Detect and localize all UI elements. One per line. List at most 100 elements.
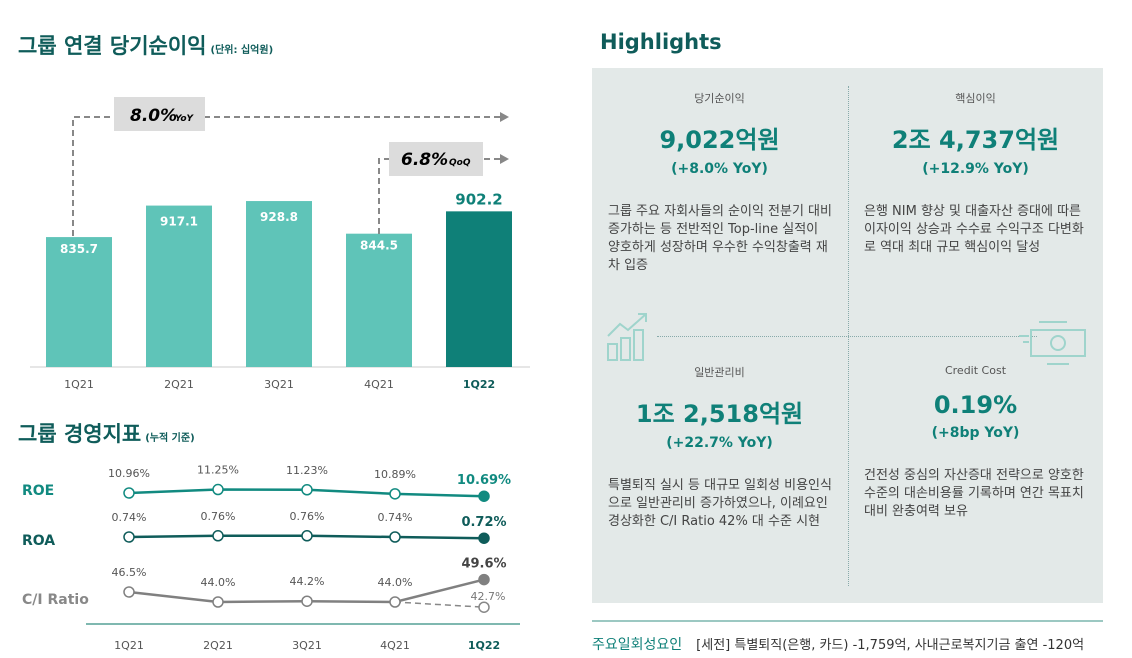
x-tick-label: 4Q21 xyxy=(380,639,410,652)
qoq-badge xyxy=(389,142,483,176)
footer-text: [세전] 특별퇴직(은행, 카드) -1,759억, 사내근로복지기금 출연 -… xyxy=(696,638,1085,653)
bar-value-label: 835.7 xyxy=(60,242,98,256)
highlight-card: 일반관리비 1조 2,518억원 (+22.7% YoY) 특별퇴직 실시 등 대규모… xyxy=(592,364,847,531)
data-point xyxy=(301,530,313,542)
data-label: 46.5% xyxy=(112,566,147,579)
bar xyxy=(346,233,412,367)
kpi-title: 그룹 경영지표 (누적 기준) xyxy=(18,418,195,448)
data-label: 44.0% xyxy=(378,576,413,589)
data-label: 0.76% xyxy=(290,510,325,523)
arrow-head xyxy=(500,154,509,164)
footer-label: 주요일회성요인 xyxy=(592,637,683,653)
data-point xyxy=(301,595,313,607)
x-tick-label: 1Q21 xyxy=(114,639,144,652)
highlight-label: 당기순이익 xyxy=(694,92,745,105)
bar-value-label: 928.8 xyxy=(260,210,298,224)
arrow-head xyxy=(500,112,509,122)
growth-chart-icon xyxy=(607,313,647,361)
data-label: 10.69% xyxy=(457,473,511,488)
highlight-change: (+22.7% YoY) xyxy=(666,435,773,451)
adjusted-label: 42.7% xyxy=(471,590,506,603)
highlight-desc: 그룹 주요 자회사들의 순이익 전분기 대비 증가하는 등 전반적인 Top-l… xyxy=(608,204,832,273)
highlights-panel: 당기순이익 9,022억원 (+8.0% YoY) 그룹 주요 자회사들의 순이익 전… xyxy=(592,68,1103,603)
series-label: C/I Ratio xyxy=(22,592,89,608)
money-icon xyxy=(1019,321,1086,365)
bar-value-label: 917.1 xyxy=(160,215,198,229)
yoy-arrow-line xyxy=(72,116,500,236)
x-tick-label: 3Q21 xyxy=(292,639,322,652)
highlight-change: (+8bp YoY) xyxy=(931,425,1020,441)
data-label: 10.89% xyxy=(374,468,416,481)
data-label: 0.74% xyxy=(112,511,147,524)
highlight-label: Credit Cost xyxy=(944,364,1007,377)
data-label: 0.76% xyxy=(201,510,236,523)
x-tick-label: 3Q21 xyxy=(264,378,294,391)
bar-value-label: 844.5 xyxy=(360,239,398,253)
highlight-card: 당기순이익 9,022억원 (+8.0% YoY) 그룹 주요 자회사들의 순이익 전… xyxy=(592,90,847,275)
data-label: 44.2% xyxy=(290,575,325,588)
highlight-value: 1조 2,518억원 xyxy=(635,400,804,428)
x-tick-label: 1Q22 xyxy=(468,639,500,652)
data-point xyxy=(478,532,490,544)
highlight-change: (+8.0% YoY) xyxy=(671,161,768,177)
qoq-value: 6.8% xyxy=(401,150,448,170)
series-label: ROE xyxy=(22,483,54,499)
bar xyxy=(146,205,212,367)
highlight-desc: 특별퇴직 실시 등 대규모 일회성 비용인식으로 일반관리비 증가하였으나, 이… xyxy=(608,478,832,529)
x-tick-label: 1Q22 xyxy=(463,378,495,391)
title-text: 그룹 연결 당기순이익 xyxy=(18,34,207,58)
unit-label: (누적 기준) xyxy=(145,433,195,444)
title-text: 그룹 경영지표 xyxy=(18,422,142,446)
highlight-desc: 건전성 중심의 자산증대 전략으로 양호한 수준의 대손비용률 기록하며 연간 … xyxy=(864,468,1084,519)
qoq-suffix: QoQ xyxy=(449,158,471,168)
unit-label: (단위: 십억원) xyxy=(210,45,274,56)
highlight-card: Credit Cost 0.19% (+8bp YoY) 건전성 중심의 자산증대 전… xyxy=(848,364,1103,521)
x-tick-label: 2Q21 xyxy=(203,639,233,652)
yoy-value: 8.0% xyxy=(130,106,177,126)
divider xyxy=(657,336,1037,337)
data-point xyxy=(389,531,401,543)
data-point xyxy=(212,530,224,542)
charts-svg: 835.7 1Q21 917.1 2Q21 928.8 3Q21 844.5 4Q21 902.… xyxy=(22,97,530,652)
data-point xyxy=(123,531,135,543)
highlight-value: 0.19% xyxy=(933,391,1018,419)
highlight-desc: 은행 NIM 향상 및 대출자산 증대에 따른 이자이익 상승과 수수료 수익구… xyxy=(864,204,1084,255)
data-point xyxy=(389,596,401,608)
data-point xyxy=(212,483,224,496)
yoy-suffix: YoY xyxy=(175,114,195,124)
highlight-value: 2조 4,737억원 xyxy=(891,126,1060,154)
bar-value-label: 902.2 xyxy=(455,190,502,208)
data-point xyxy=(478,601,490,613)
bar xyxy=(446,211,512,367)
data-label: 44.0% xyxy=(201,576,236,589)
series-label: ROA xyxy=(22,533,55,549)
data-label: 0.72% xyxy=(461,515,506,530)
x-tick-label: 1Q21 xyxy=(64,378,94,391)
data-point xyxy=(212,596,224,608)
x-tick-label: 2Q21 xyxy=(164,378,194,391)
highlight-label: 일반관리비 xyxy=(694,366,745,379)
highlights-title: Highlights xyxy=(600,30,722,54)
yoy-badge xyxy=(114,97,205,131)
data-label: 10.96% xyxy=(108,467,150,480)
data-point xyxy=(478,490,490,502)
data-label: 11.23% xyxy=(286,464,328,477)
highlight-value: 9,022억원 xyxy=(659,126,780,154)
data-point xyxy=(123,586,135,598)
x-tick-label: 4Q21 xyxy=(364,378,394,391)
chart-title: 그룹 연결 당기순이익 (단위: 십억원) xyxy=(18,30,273,60)
divider xyxy=(592,620,1103,622)
data-label: 11.25% xyxy=(197,464,239,477)
bar xyxy=(46,237,112,367)
data-point xyxy=(123,487,135,499)
data-label: 49.6% xyxy=(461,557,506,572)
footer-note: 주요일회성요인 [세전] 특별퇴직(은행, 카드) -1,759억, 사내근로복지… xyxy=(592,634,1084,654)
data-point xyxy=(389,488,401,500)
adjusted-line xyxy=(394,601,485,608)
data-point xyxy=(478,573,490,586)
data-label: 0.74% xyxy=(378,511,413,524)
highlight-change: (+12.9% YoY) xyxy=(922,161,1029,177)
highlight-label: 핵심이익 xyxy=(955,92,996,105)
highlight-card: 핵심이익 2조 4,737억원 (+12.9% YoY) 은행 NIM 향상 및 대출… xyxy=(848,90,1103,257)
data-point xyxy=(301,484,313,496)
